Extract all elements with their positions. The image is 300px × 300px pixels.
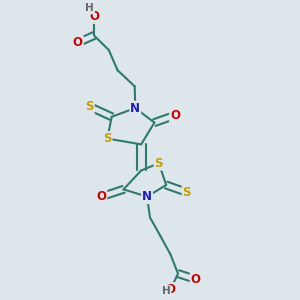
Text: H: H: [85, 4, 94, 14]
Text: O: O: [89, 10, 99, 23]
Text: S: S: [85, 100, 94, 113]
Text: N: N: [142, 190, 152, 203]
Text: H: H: [162, 286, 171, 296]
Text: N: N: [130, 102, 140, 115]
Text: O: O: [96, 190, 106, 203]
Text: O: O: [73, 36, 83, 49]
Text: O: O: [190, 273, 201, 286]
Text: O: O: [170, 109, 180, 122]
Text: S: S: [103, 132, 112, 145]
Text: S: S: [154, 157, 163, 170]
Text: S: S: [183, 186, 191, 199]
Text: O: O: [166, 283, 176, 296]
